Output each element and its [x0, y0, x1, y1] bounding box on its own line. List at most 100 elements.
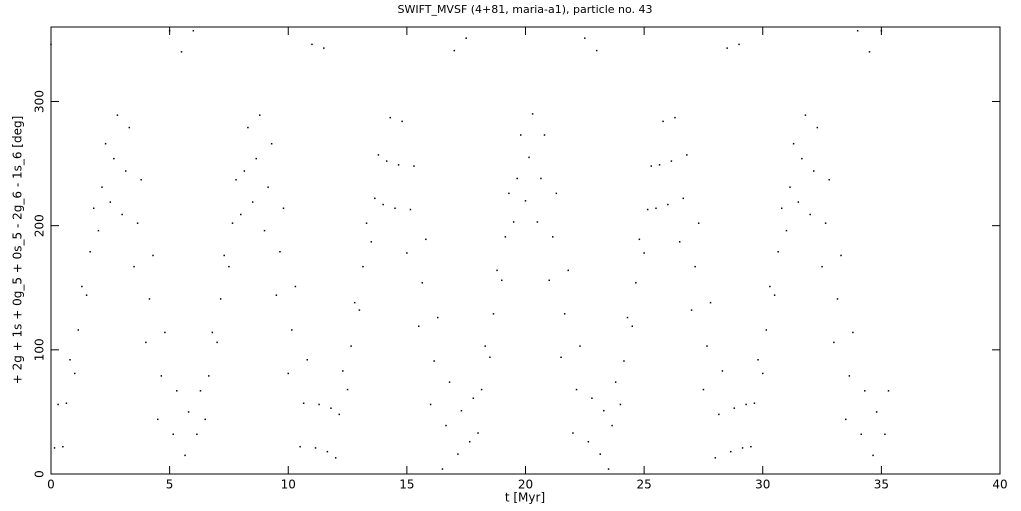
point	[603, 409, 605, 412]
point	[567, 269, 569, 272]
point	[358, 309, 361, 311]
point	[223, 254, 225, 257]
point	[157, 418, 159, 421]
point	[560, 356, 562, 359]
point	[397, 164, 400, 166]
point	[259, 114, 261, 116]
point	[73, 372, 76, 375]
point	[741, 447, 744, 449]
point	[875, 411, 878, 413]
point	[762, 372, 764, 375]
point	[765, 329, 768, 331]
point	[270, 142, 273, 145]
point	[334, 457, 337, 459]
point	[302, 402, 305, 404]
point	[192, 29, 195, 32]
point	[436, 316, 439, 319]
point	[243, 170, 246, 172]
point	[492, 313, 495, 315]
point	[658, 164, 661, 166]
point	[164, 331, 166, 334]
chart-title: SWIFT_MVSF (4+81, maria-a1), particle no…	[397, 3, 652, 16]
point	[109, 201, 112, 203]
point	[840, 254, 842, 257]
point	[536, 221, 539, 223]
point	[175, 390, 178, 392]
y-tick-label: 100	[33, 338, 47, 361]
point	[472, 397, 475, 400]
point	[69, 359, 71, 361]
point	[62, 445, 64, 448]
x-tick-label: 30	[755, 478, 770, 492]
y-tick-label: 300	[33, 90, 47, 113]
point	[382, 203, 384, 206]
point	[745, 403, 747, 406]
point	[409, 208, 412, 211]
point	[638, 238, 641, 241]
point	[860, 433, 862, 436]
point	[136, 222, 139, 224]
point	[520, 134, 522, 136]
point	[591, 397, 593, 400]
point	[686, 154, 688, 156]
point	[540, 177, 542, 180]
point	[314, 447, 317, 449]
point	[448, 381, 451, 383]
point	[294, 285, 297, 288]
point	[516, 177, 518, 180]
point	[595, 49, 598, 52]
point	[650, 165, 652, 167]
point	[780, 207, 783, 210]
point	[255, 157, 257, 160]
point	[187, 411, 190, 413]
point	[263, 229, 266, 232]
x-tick-label: 15	[399, 478, 414, 492]
point	[655, 207, 657, 210]
point	[489, 356, 491, 359]
point	[433, 360, 435, 362]
point	[50, 43, 52, 46]
x-tick-label: 5	[166, 478, 174, 492]
point	[121, 213, 123, 216]
point	[468, 440, 471, 443]
point	[394, 207, 396, 210]
point	[702, 388, 705, 391]
point	[389, 116, 392, 119]
point	[726, 47, 728, 49]
point	[611, 424, 613, 427]
point	[318, 403, 320, 406]
point	[697, 222, 700, 224]
point	[282, 207, 285, 210]
point	[101, 186, 103, 188]
point	[401, 120, 403, 123]
point	[856, 29, 859, 32]
point	[172, 433, 174, 436]
plot-frame	[50, 26, 1001, 475]
point	[824, 222, 827, 224]
point	[267, 186, 269, 188]
point	[231, 222, 234, 224]
y-tick-label: 0	[33, 470, 47, 478]
point	[219, 298, 222, 300]
point	[275, 294, 278, 296]
point	[496, 269, 498, 272]
point	[614, 381, 617, 383]
point	[57, 403, 59, 406]
point	[330, 407, 332, 409]
point	[809, 213, 811, 216]
point	[421, 282, 424, 284]
point	[406, 252, 408, 254]
point	[92, 207, 95, 210]
point	[504, 236, 507, 238]
point	[133, 265, 135, 268]
point	[346, 388, 349, 391]
point	[216, 341, 218, 344]
point	[670, 160, 673, 162]
point	[880, 29, 883, 32]
point	[104, 142, 107, 145]
point	[662, 120, 664, 123]
point	[682, 197, 685, 200]
point	[65, 402, 68, 404]
point	[599, 453, 601, 455]
point	[196, 433, 198, 436]
